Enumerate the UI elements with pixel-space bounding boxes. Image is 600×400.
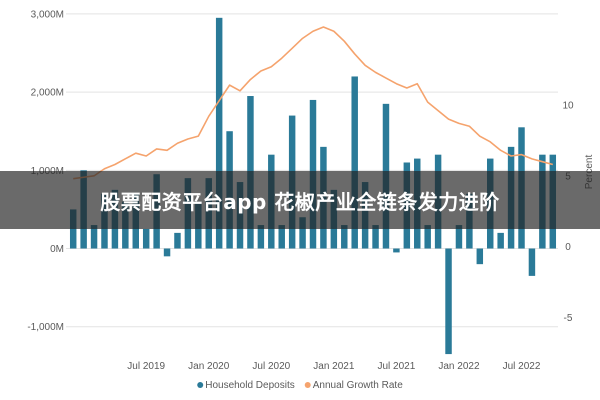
bar [528,248,536,276]
growth-rate-line [73,26,553,180]
y-right-tick-label: 10 [562,100,574,111]
legend: Household Deposits Annual Growth Rate [197,380,403,391]
x-axis: Jul 2019 Jan 2020 Jul 2020 Jan 2021 Jul 2021… [127,361,541,372]
legend-swatch-deposits [197,382,204,388]
bar [174,232,181,249]
x-tick-label: Jan 2020 [188,361,230,372]
bar [257,225,265,249]
y-left-tick-label: -1,000M [27,322,64,333]
x-tick-label: Jul 2022 [503,361,541,372]
bar [278,225,285,249]
legend-label-growth: Annual Growth Rate [313,380,403,391]
bar [424,225,431,249]
bar [215,17,223,249]
y-left-tick-label: 0M [50,244,64,255]
bar [90,225,98,249]
bar [455,225,463,249]
line-series [73,26,553,180]
bar [142,228,150,249]
y-right-tick-label: 0 [565,242,571,253]
bar [341,225,348,249]
title-banner: 股票配资平台app 花椒产业全链条发力进阶 [0,171,600,229]
bar [497,232,504,249]
y-left-tick-label: 2,000M [31,88,64,99]
legend-swatch-growth [304,382,311,388]
bar [372,225,379,249]
bar [351,76,358,249]
legend-label-deposits: Household Deposits [205,380,295,391]
bar [299,217,306,249]
bar [163,248,171,257]
x-tick-label: Jul 2021 [377,361,415,372]
x-tick-label: Jul 2019 [127,361,165,372]
y-left-tick-label: 3,000M [31,9,64,20]
x-tick-label: Jan 2022 [438,361,480,372]
bar [393,248,400,253]
x-tick-label: Jan 2021 [313,361,355,372]
bar [445,248,452,355]
banner-title: 股票配资平台app 花椒产业全链条发力进阶 [100,189,500,214]
bar [476,248,484,265]
y-right-tick-label: -5 [564,313,573,324]
x-tick-label: Jul 2020 [252,361,290,372]
